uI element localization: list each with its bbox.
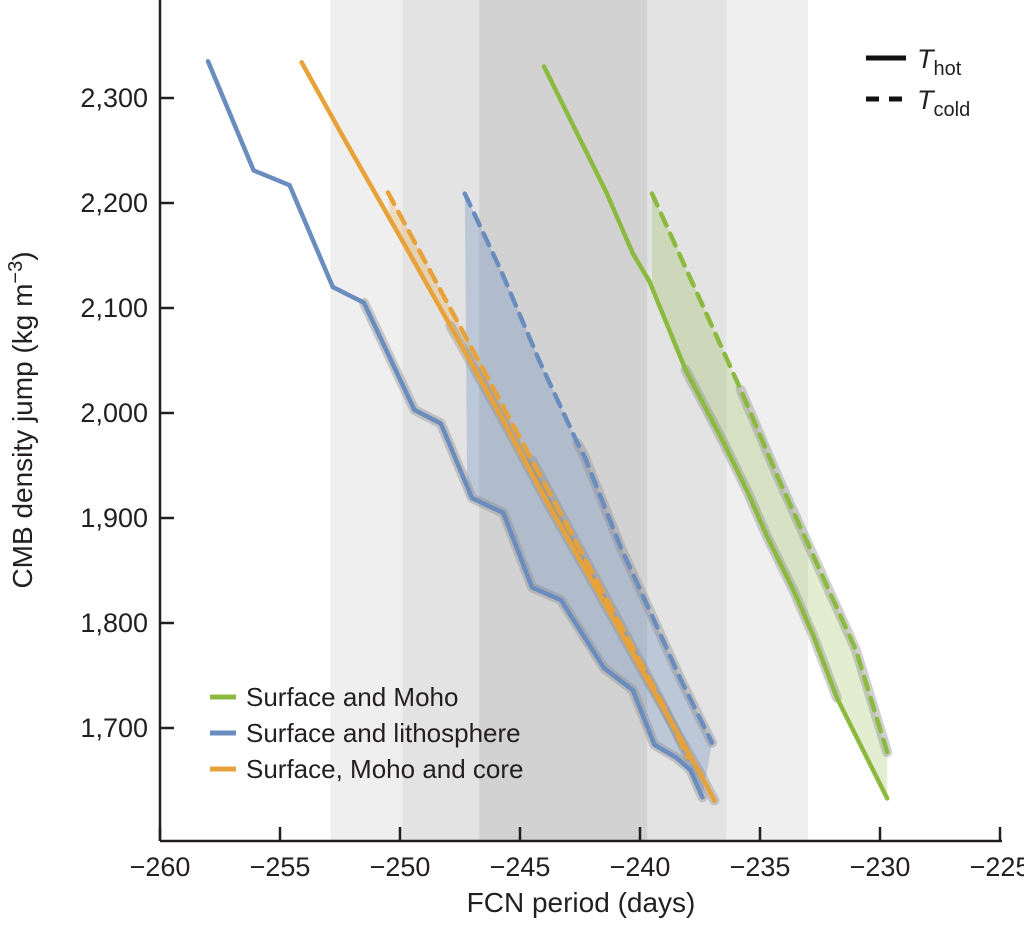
observed-period-1sigma-band — [479, 0, 648, 841]
legend-label-surface-lithosphere: Surface and lithosphere — [246, 718, 521, 748]
fill-surface-and-lithosphere — [464, 193, 712, 798]
y-tick-label: 2,200 — [80, 188, 148, 218]
y-tick-label: 2,100 — [80, 293, 148, 323]
legend-label-surface-moho-core: Surface, Moho and core — [246, 754, 524, 784]
line-surface-moho-and-core-t-cold- — [385, 190, 691, 760]
fill-surface-and-moho — [652, 193, 888, 799]
x-tick-label: −245 — [490, 852, 551, 882]
line-surface-and-lithosphere-t-hot- — [205, 59, 705, 800]
legend-label-t-cold: Tcold — [917, 85, 970, 121]
legend-line-styles: Thot Tcold — [866, 44, 970, 121]
legend-label-surface-moho: Surface and Moho — [246, 682, 458, 712]
data-lines — [205, 59, 890, 803]
x-tick-label: −250 — [370, 852, 431, 882]
line-surface-and-lithosphere-t-cold- — [462, 191, 715, 745]
x-tick-label: −235 — [730, 852, 791, 882]
y-tick-label: 2,000 — [80, 398, 148, 428]
axes — [158, 0, 1002, 843]
x-tick-label: −255 — [250, 852, 311, 882]
x-tick-label: −230 — [850, 852, 911, 882]
line-surface-and-moho-t-cold- — [649, 191, 890, 755]
background-bands — [330, 0, 808, 841]
line-surface-and-moho-t-hot- — [541, 64, 890, 801]
y-tick-label: 1,800 — [80, 608, 148, 638]
x-tick-label: −225 — [970, 852, 1024, 882]
y-tick-label: 1,900 — [80, 503, 148, 533]
y-axis-title: CMB density jump (kg m−3) — [5, 251, 38, 588]
y-tick-label: 2,300 — [80, 83, 148, 113]
x-tick-label: −240 — [610, 852, 671, 882]
legend-model-groups: Surface and Moho Surface and lithosphere… — [210, 682, 524, 784]
x-axis-title: FCN period (days) — [467, 887, 696, 918]
tick-marks-and-labels: −260 −255 −250 −245 −240 −235 −230 −225 2,300 2,2… — [80, 83, 1024, 882]
legend-label-t-hot: Thot — [917, 44, 962, 80]
x-tick-label: −260 — [130, 852, 191, 882]
y-tick-label: 1,700 — [80, 713, 148, 743]
